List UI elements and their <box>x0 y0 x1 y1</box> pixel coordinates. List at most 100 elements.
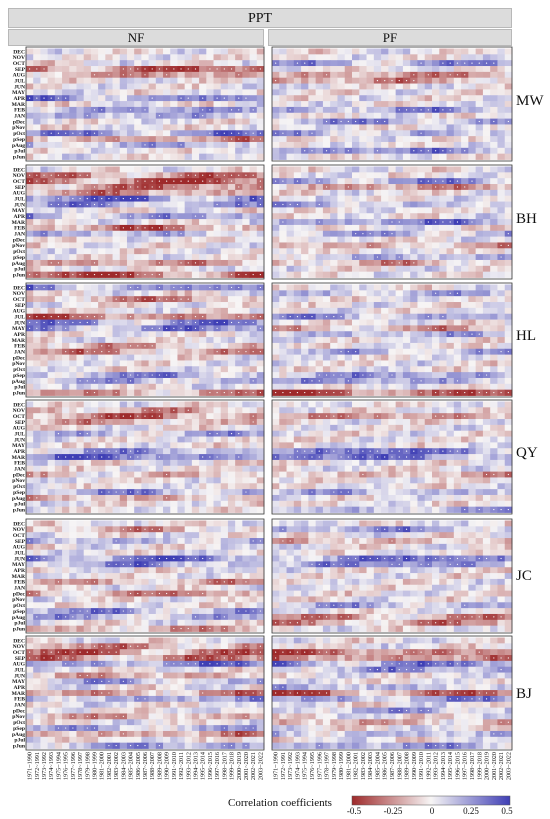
heatmap-cell <box>468 284 477 291</box>
significance-dot <box>144 144 146 146</box>
significance-dot <box>86 115 88 117</box>
heatmap-cell <box>286 296 295 303</box>
heatmap-cell <box>134 201 142 208</box>
significance-dot <box>144 227 146 229</box>
significance-dot <box>151 144 153 146</box>
significance-dot <box>435 327 437 329</box>
heatmap-cell <box>272 184 280 191</box>
heatmap-cell <box>206 265 214 273</box>
heatmap-cell <box>337 254 346 261</box>
heatmap-cell <box>33 259 41 267</box>
heatmap-cell <box>352 271 360 278</box>
heatmap-cell <box>256 147 265 155</box>
heatmap-cell <box>141 130 149 137</box>
heatmap-cell <box>191 219 200 226</box>
heatmap-cell <box>395 60 404 67</box>
heatmap-cell <box>148 112 157 119</box>
heatmap-cell <box>315 89 324 96</box>
heatmap-cell <box>54 147 63 155</box>
significance-dot <box>158 286 161 289</box>
heatmap-cell <box>163 459 171 467</box>
heatmap-cell <box>62 465 70 472</box>
heatmap-cell <box>134 389 142 396</box>
heatmap-cell <box>344 195 353 202</box>
significance-dot <box>187 286 189 289</box>
heatmap-cell <box>424 348 433 355</box>
heatmap-cell <box>482 201 491 208</box>
significance-dot <box>57 433 60 435</box>
heatmap-cell <box>220 401 229 408</box>
heatmap-cell <box>199 224 207 232</box>
heatmap-cell <box>308 71 317 79</box>
heatmap-cell <box>119 389 128 396</box>
heatmap-cell <box>475 325 484 332</box>
heatmap-cell <box>395 248 404 255</box>
significance-dot <box>435 292 437 294</box>
significance-dot <box>187 180 189 182</box>
heatmap-cell <box>388 366 397 373</box>
heatmap-cell <box>76 54 85 61</box>
heatmap-cell <box>249 259 258 267</box>
heatmap-cell <box>184 436 193 443</box>
heatmap-cell <box>170 259 178 267</box>
heatmap-cell <box>126 307 135 315</box>
heatmap-cell <box>33 248 41 255</box>
heatmap-cell <box>395 319 404 326</box>
heatmap-cell <box>40 419 49 426</box>
heatmap-cell <box>220 83 229 90</box>
heatmap-cell <box>235 296 243 303</box>
heatmap-cell <box>184 448 193 455</box>
month-tick-label: JUL <box>14 315 25 321</box>
heatmap-cell <box>337 265 346 273</box>
heatmap-cell <box>199 101 207 108</box>
heatmap-cell <box>105 213 113 220</box>
heatmap-cell <box>490 307 498 315</box>
heatmap-cell <box>170 471 178 478</box>
heatmap-cell <box>54 153 63 160</box>
heatmap-cell <box>461 77 469 84</box>
heatmap-cell <box>213 153 222 160</box>
heatmap-cell <box>242 448 250 455</box>
heatmap-cell <box>220 296 229 303</box>
heatmap-cell <box>163 419 171 426</box>
heatmap-cell <box>199 442 207 449</box>
heatmap-cell <box>126 178 135 185</box>
heatmap-cell <box>90 166 99 173</box>
heatmap-cell <box>119 430 128 437</box>
heatmap-cell <box>235 342 243 350</box>
heatmap-cell <box>141 354 149 361</box>
heatmap-cell <box>98 112 106 119</box>
heatmap-cell <box>235 325 243 332</box>
heatmap-cell <box>315 130 324 137</box>
heatmap-cell <box>308 242 317 249</box>
heatmap-cell <box>33 141 41 149</box>
heatmap-cell <box>439 89 447 96</box>
heatmap-cell <box>40 401 49 408</box>
heatmap-cell <box>98 259 106 267</box>
heatmap-cell <box>148 265 157 273</box>
heatmap-cell <box>475 124 484 131</box>
heatmap-cell <box>227 459 236 467</box>
heatmap-cell <box>112 424 121 432</box>
heatmap-cell <box>76 401 85 408</box>
significance-dot <box>202 115 204 117</box>
heatmap-cell <box>352 89 360 96</box>
heatmap-cell <box>227 419 236 426</box>
heatmap-cell <box>83 207 92 214</box>
heatmap-panel-hl-pf <box>271 282 513 398</box>
heatmap-cell <box>26 248 34 255</box>
heatmap-cell <box>170 377 178 385</box>
heatmap-cell <box>279 166 287 173</box>
significance-dot <box>79 132 81 134</box>
heatmap-cell <box>105 265 113 273</box>
heatmap-cell <box>184 147 193 155</box>
heatmap-cell <box>54 348 63 355</box>
heatmap-cell <box>352 141 360 149</box>
heatmap-cell <box>54 471 63 478</box>
heatmap-cell <box>249 141 258 149</box>
significance-dot <box>464 333 466 335</box>
heatmap-cell <box>410 348 418 355</box>
heatmap-cell <box>475 178 484 185</box>
significance-dot <box>259 68 261 70</box>
heatmap-cell <box>322 354 331 361</box>
